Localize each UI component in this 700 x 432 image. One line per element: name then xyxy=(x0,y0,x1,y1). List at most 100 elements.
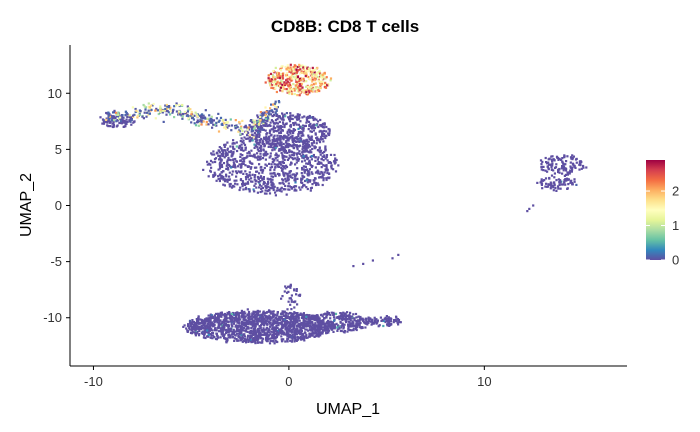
scatter-point xyxy=(256,313,259,316)
scatter-point xyxy=(556,156,559,159)
scatter-point xyxy=(324,136,327,140)
scatter-point xyxy=(314,182,318,185)
scatter-point xyxy=(278,115,281,118)
scatter-point xyxy=(313,335,316,338)
scatter-point xyxy=(244,341,248,344)
scatter-point xyxy=(182,325,185,328)
scatter-point xyxy=(223,336,226,340)
scatter-point xyxy=(382,324,385,328)
scatter-point xyxy=(575,183,578,186)
scatter-point xyxy=(298,140,301,143)
scatter-point xyxy=(316,324,320,327)
scatter-point xyxy=(220,174,223,178)
scatter-point xyxy=(220,171,223,174)
scatter-point xyxy=(300,138,303,141)
scatter-point xyxy=(218,154,221,157)
scatter-point xyxy=(319,85,322,88)
scatter-point xyxy=(246,152,249,155)
scatter-point xyxy=(276,159,279,162)
scatter-point xyxy=(261,128,264,131)
scatter-point xyxy=(321,74,324,77)
scatter-point xyxy=(375,318,378,321)
scatter-point xyxy=(310,165,313,169)
scatter-point xyxy=(296,137,299,140)
scatter-point xyxy=(286,143,289,146)
scatter-point xyxy=(245,173,248,176)
scatter-point xyxy=(248,315,251,318)
scatter-point xyxy=(290,117,293,120)
scatter-point xyxy=(284,74,287,77)
scatter-point xyxy=(306,141,309,144)
scatter-point xyxy=(215,124,218,127)
scatter-point xyxy=(226,159,229,162)
scatter-point xyxy=(262,176,265,179)
scatter-point xyxy=(318,146,321,149)
scatter-point xyxy=(323,71,326,74)
y-tick-label: 5 xyxy=(55,142,62,157)
scatter-point xyxy=(119,116,122,119)
scatter-point xyxy=(352,313,355,316)
scatter-point xyxy=(287,182,290,185)
scatter-point xyxy=(258,186,261,189)
scatter-point xyxy=(123,119,126,123)
scatter-point xyxy=(299,332,302,335)
scatter-point xyxy=(190,121,193,124)
scatter-point xyxy=(226,141,229,144)
scatter-point xyxy=(309,189,312,192)
scatter-point xyxy=(264,124,267,127)
scatter-point xyxy=(253,143,256,146)
scatter-point xyxy=(300,70,303,73)
scatter-point xyxy=(573,164,576,167)
scatter-point xyxy=(315,118,318,121)
scatter-point xyxy=(233,148,236,151)
scatter-point xyxy=(290,71,293,74)
scatter-point xyxy=(240,137,243,140)
scatter-point xyxy=(269,187,272,190)
scatter-point xyxy=(305,179,308,182)
scatter-point xyxy=(145,115,148,118)
scatter-point xyxy=(129,117,132,120)
scatter-point xyxy=(318,323,321,326)
scatter-point xyxy=(211,161,214,164)
scatter-point xyxy=(289,284,292,287)
scatter-point xyxy=(229,159,232,162)
scatter-point xyxy=(333,162,336,165)
scatter-point xyxy=(120,122,123,125)
scatter-point xyxy=(277,322,280,325)
scatter-point xyxy=(312,179,315,182)
scatter-point xyxy=(299,329,302,332)
scatter-point xyxy=(201,324,204,327)
scatter-point xyxy=(189,323,192,327)
scatter-point xyxy=(293,306,296,309)
scatter-point xyxy=(339,320,342,323)
scatter-point xyxy=(284,188,287,191)
scatter-point xyxy=(211,337,214,340)
scatter-point xyxy=(286,139,289,142)
scatter-point xyxy=(268,124,271,127)
scatter-point xyxy=(296,177,299,180)
scatter-point xyxy=(194,332,197,336)
scatter-point xyxy=(263,181,266,184)
scatter-point xyxy=(219,311,222,314)
scatter-point xyxy=(252,188,255,191)
scatter-point xyxy=(261,157,265,160)
scatter-point xyxy=(295,189,298,192)
scatter-point xyxy=(302,315,305,318)
scatter-point xyxy=(202,168,205,171)
scatter-point xyxy=(233,158,236,161)
scatter-point xyxy=(206,322,209,325)
scatter-point xyxy=(294,140,297,143)
scatter-point xyxy=(270,119,273,122)
scatter-point xyxy=(281,310,284,313)
scatter-point xyxy=(246,308,249,311)
scatter-point xyxy=(118,117,121,120)
scatter-point xyxy=(124,125,127,128)
scatter-point xyxy=(289,112,292,115)
scatter-point xyxy=(223,333,226,336)
scatter-point xyxy=(299,136,302,140)
scatter-point xyxy=(134,110,137,113)
scatter-point xyxy=(336,326,339,329)
scatter-point xyxy=(306,187,309,191)
scatter-point xyxy=(277,331,280,334)
scatter-point xyxy=(146,111,149,114)
